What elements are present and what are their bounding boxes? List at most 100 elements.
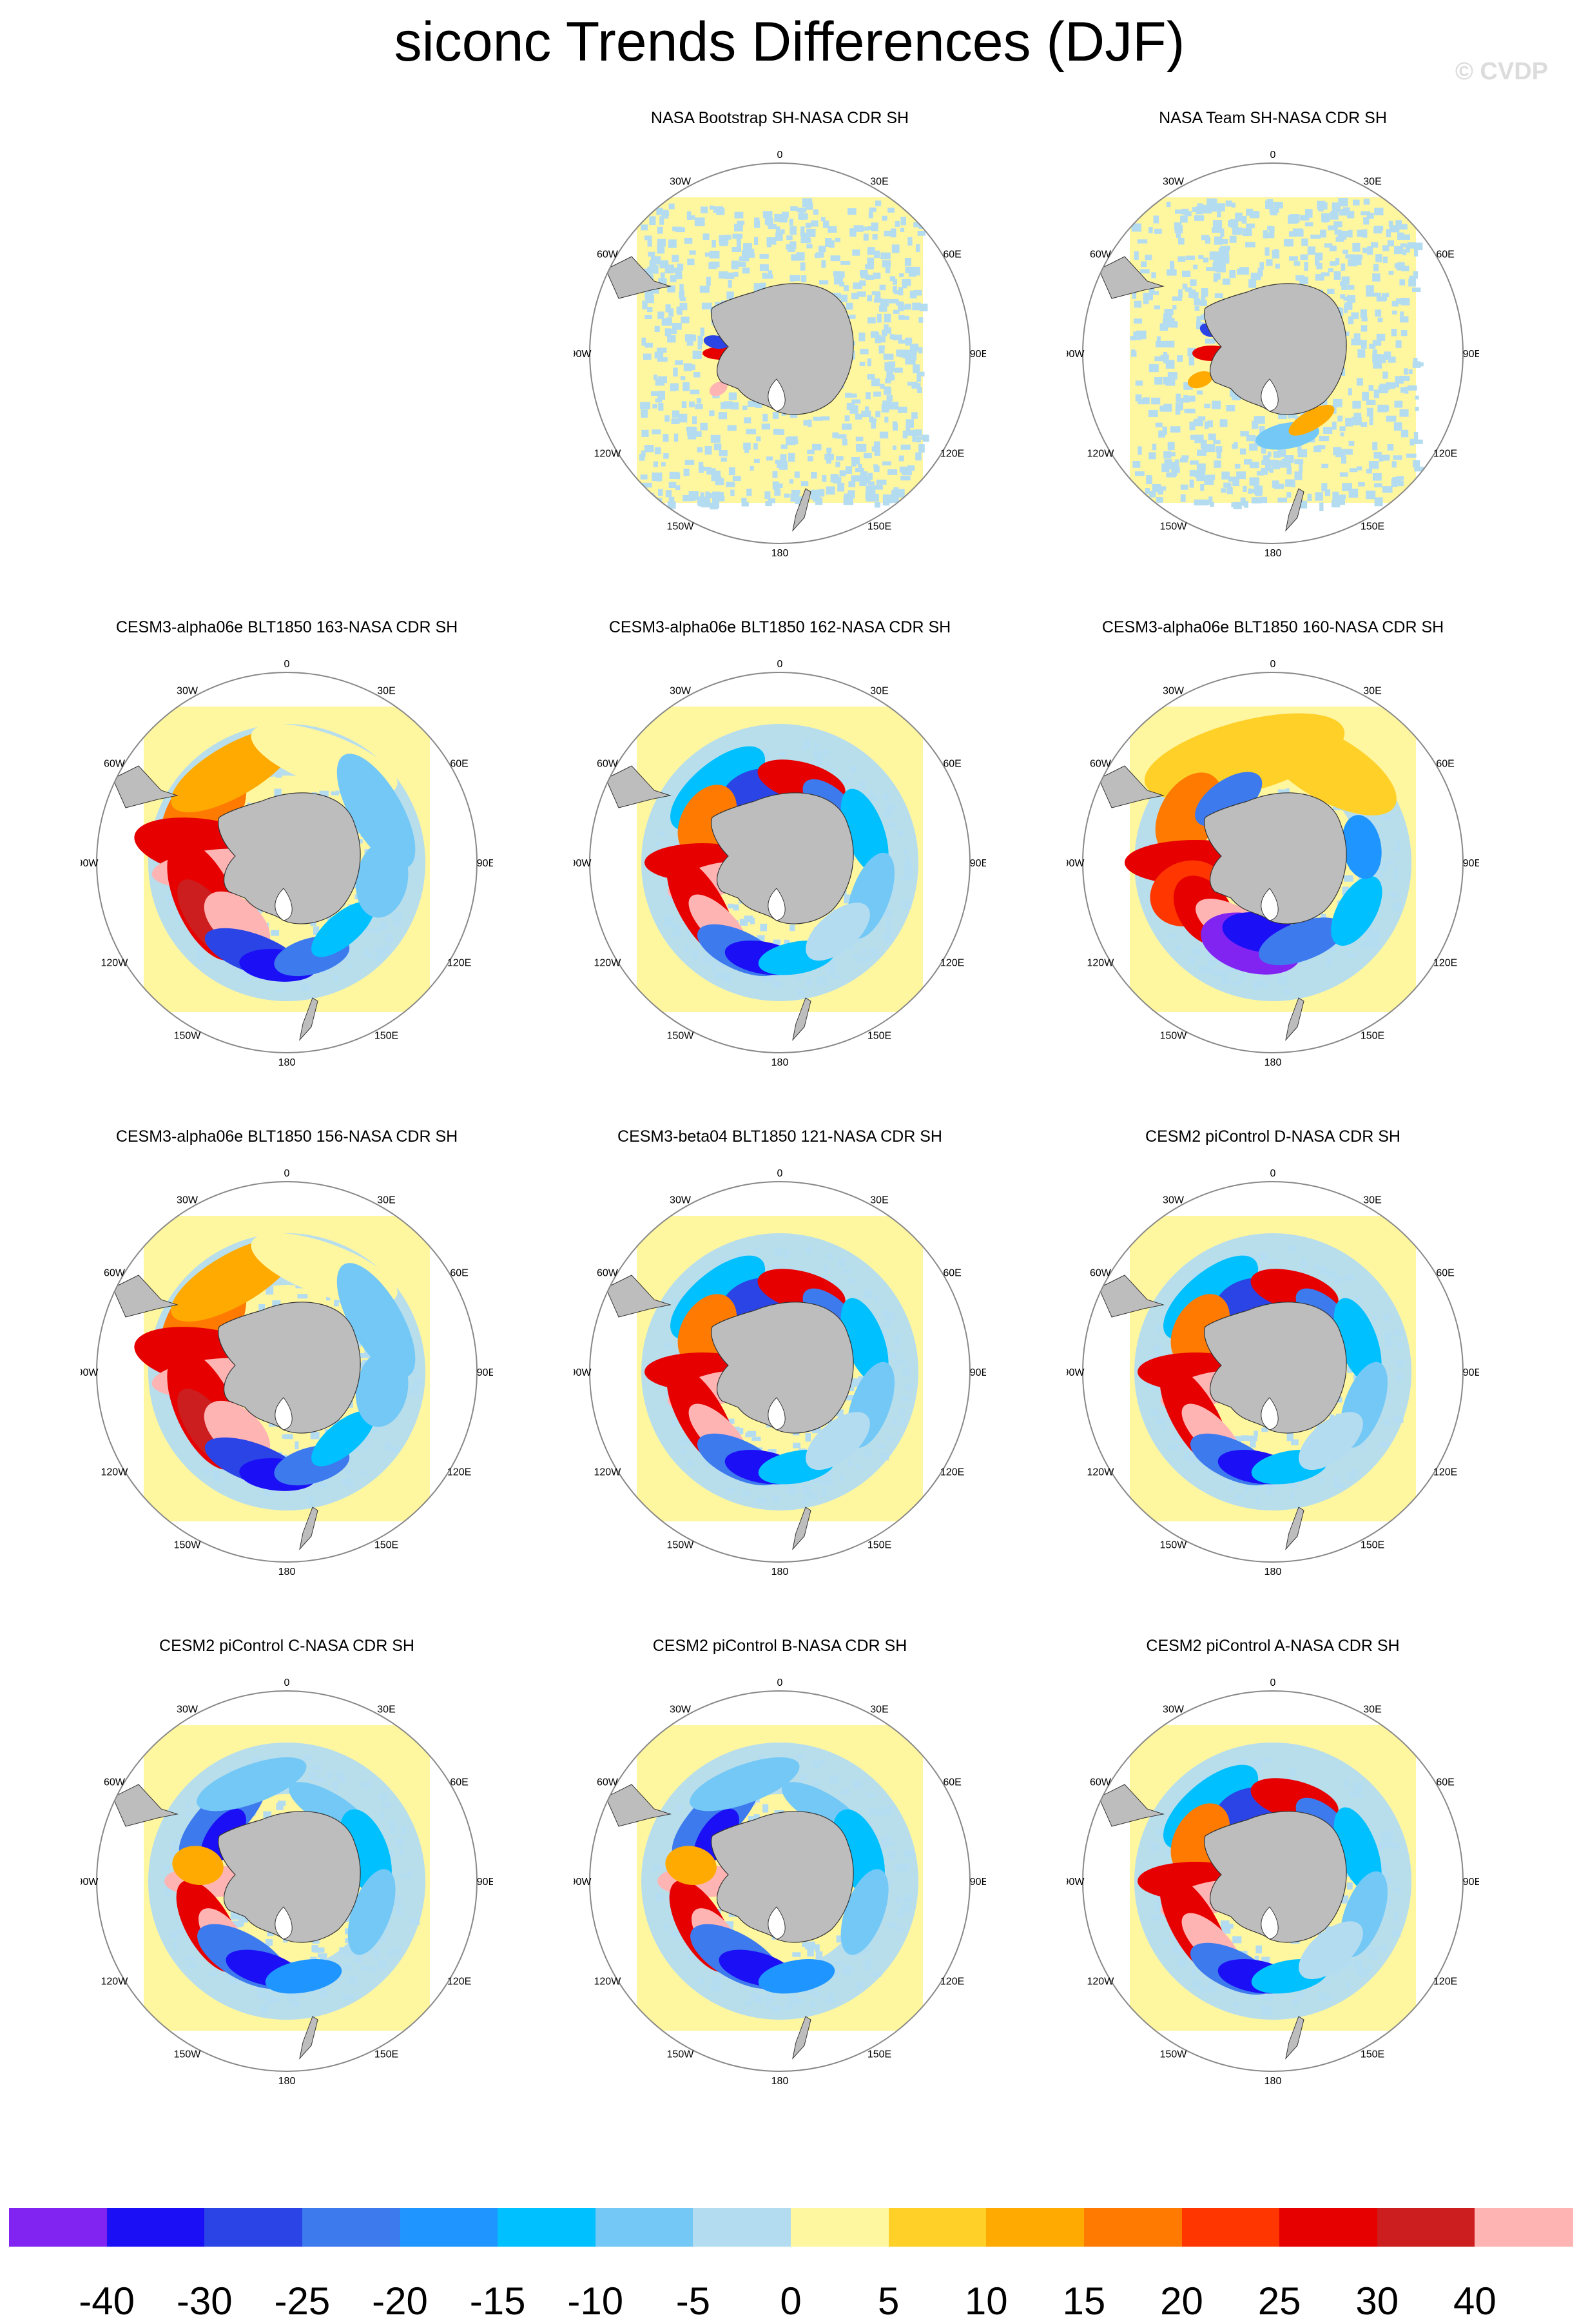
field-cell	[1374, 497, 1383, 507]
field-cell	[1387, 444, 1394, 451]
field-cell	[839, 282, 845, 287]
field-cell	[697, 447, 703, 453]
field-cell	[744, 915, 753, 923]
field-cell	[1345, 254, 1355, 259]
field-cell	[805, 1432, 811, 1442]
longitude-label: 120E	[447, 958, 471, 969]
field-cell	[654, 447, 661, 454]
field-cell	[1194, 305, 1200, 311]
field-cell	[673, 433, 679, 442]
field-cell	[1149, 491, 1156, 498]
field-cell	[675, 485, 681, 491]
field-cell	[872, 234, 878, 240]
field-cell	[845, 315, 856, 319]
field-cell	[1257, 268, 1263, 277]
field-cell	[1321, 464, 1329, 469]
field-cell	[1220, 255, 1230, 264]
field-cell	[1189, 470, 1197, 477]
anomaly-blob	[1259, 719, 1397, 815]
field-cell	[680, 290, 684, 299]
longitude-label: 120E	[940, 449, 964, 460]
field-cell	[1168, 373, 1176, 379]
field-cell	[718, 271, 728, 279]
field-cell	[663, 434, 669, 442]
map-border	[1082, 1690, 1464, 2072]
field-cell	[1246, 223, 1255, 229]
field-cell	[652, 429, 661, 435]
field-cell	[1179, 458, 1188, 463]
field-cell	[1172, 305, 1177, 310]
panel-title: CESM3-alpha06e BLT1850 163-NASA CDR SH	[115, 618, 458, 636]
field-cell	[833, 476, 842, 483]
anomaly-blob	[1342, 815, 1382, 879]
field-cell	[1212, 400, 1221, 409]
field-cell	[1415, 242, 1423, 251]
field-cell	[1196, 322, 1204, 329]
field-cell	[1286, 1432, 1293, 1441]
longitude-label: 90W	[1067, 1877, 1085, 1888]
field-cell	[1391, 478, 1398, 487]
longitude-label: 90E	[477, 858, 493, 869]
field-cell	[875, 335, 881, 344]
south-america-landmass	[112, 765, 179, 808]
field-cell	[1351, 416, 1362, 425]
field-cell	[807, 449, 815, 454]
field-cell	[1330, 211, 1339, 220]
colorbar-tick-label: 30	[1355, 2280, 1399, 2323]
field-cell	[772, 471, 778, 478]
field-cell	[742, 268, 750, 274]
field-cell	[1372, 349, 1377, 357]
field-cell	[813, 416, 823, 421]
field-cell	[1324, 489, 1331, 496]
field-cell	[844, 415, 850, 422]
field-cell	[648, 495, 652, 503]
new-zealand-landmass	[1285, 2016, 1304, 2060]
field-cell	[1373, 451, 1382, 459]
map-panel: CESM3-alpha06e BLT1850 162-NASA CDR SH 0 3…	[574, 616, 986, 1093]
field-cell	[917, 231, 925, 236]
field-cell	[788, 453, 795, 462]
field-cell	[764, 217, 773, 225]
field-cell	[1137, 494, 1145, 503]
field-cell	[1379, 457, 1384, 462]
field-cell	[271, 930, 279, 936]
field-cell	[848, 490, 855, 499]
field-cell	[1199, 300, 1207, 306]
field-cell	[907, 382, 918, 386]
field-cell	[1175, 210, 1184, 214]
field-cell	[818, 246, 826, 253]
field-cell	[788, 246, 795, 253]
field-cell	[1386, 229, 1391, 238]
field-cell	[878, 305, 887, 312]
field-cell	[1134, 251, 1139, 260]
field-cell	[766, 237, 777, 245]
field-cell	[857, 291, 866, 297]
field-cell	[918, 444, 925, 453]
field-cell	[858, 464, 862, 469]
field-cell	[702, 467, 712, 471]
south-america-landmass	[112, 1274, 179, 1318]
field-cell	[1194, 435, 1204, 444]
field-cell	[1315, 492, 1323, 501]
field-cell	[1348, 440, 1355, 446]
field-cell	[1229, 235, 1237, 243]
field-cell	[889, 334, 895, 340]
field-cell	[1170, 260, 1174, 269]
field-cell	[1348, 229, 1353, 238]
field-cell	[1154, 377, 1163, 385]
field-cell	[1154, 228, 1162, 234]
field-cell	[1366, 491, 1376, 500]
field-cell	[1269, 226, 1275, 233]
field-cell	[1399, 375, 1410, 382]
field-cell	[1374, 208, 1384, 215]
field-cell	[1134, 503, 1139, 511]
field-cell	[739, 919, 748, 926]
field-cell	[893, 423, 898, 431]
longitude-label: 120W	[594, 958, 622, 969]
field-cell	[1404, 386, 1409, 394]
anomaly-blob	[355, 1350, 409, 1427]
field-cell	[658, 403, 664, 411]
field-cell	[1300, 254, 1308, 260]
field-cell	[1261, 1957, 1270, 1964]
field-cell	[913, 289, 922, 296]
